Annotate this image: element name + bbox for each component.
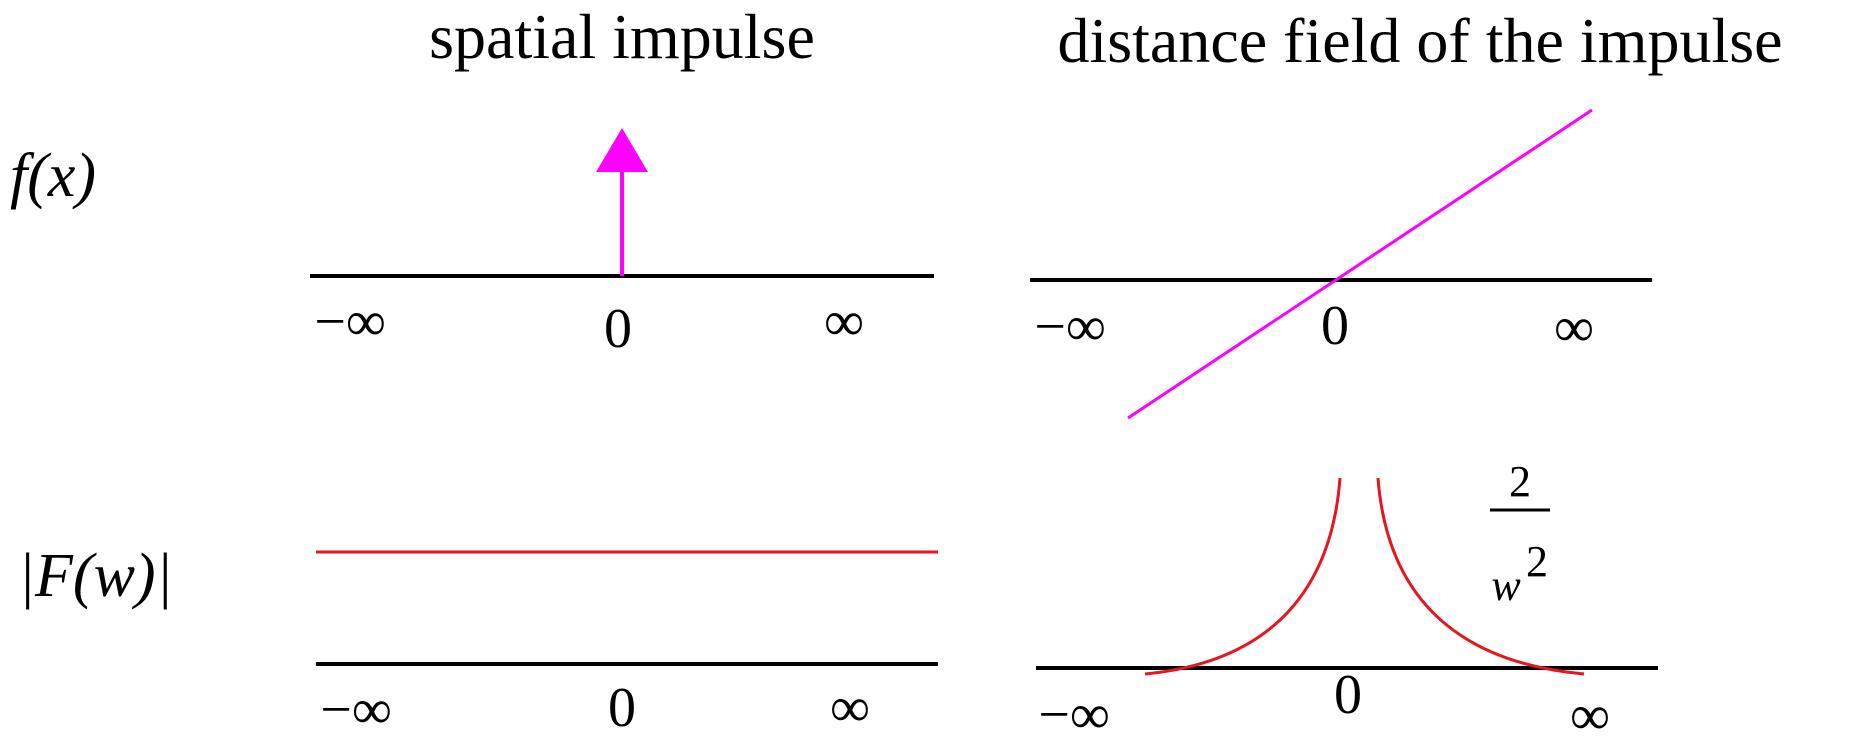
tick-zero-bottom-left: 0 — [608, 677, 636, 736]
tick-pos-inf-bottom-left: ∞ — [830, 677, 870, 736]
tick-pos-inf-top-left: ∞ — [824, 291, 864, 353]
spectrum-curve-left — [1144, 477, 1342, 676]
formula-numerator: 2 — [1509, 457, 1531, 506]
spectrum-curve-right — [1376, 477, 1585, 676]
row-label-Fw: |F(w)| — [18, 542, 173, 610]
tick-neg-inf-bottom-right: −∞ — [1038, 684, 1110, 736]
impulse-arrowhead — [596, 128, 648, 172]
formula-denominator: w — [1491, 561, 1521, 610]
tick-neg-inf-top-left: −∞ — [314, 291, 386, 353]
tick-pos-inf-bottom-right: ∞ — [1570, 685, 1610, 736]
row-label-fx: f(x) — [10, 142, 96, 210]
title-spatial-impulse: spatial impulse — [429, 1, 815, 72]
tick-neg-inf-top-right: −∞ — [1034, 296, 1106, 358]
distance-field-line — [1127, 108, 1593, 420]
formula-exponent: 2 — [1526, 537, 1548, 586]
tick-zero-bottom-right: 0 — [1334, 664, 1362, 726]
tick-zero-top-left: 0 — [604, 298, 632, 360]
tick-pos-inf-top-right: ∞ — [1554, 297, 1594, 359]
tick-neg-inf-bottom-left: −∞ — [320, 679, 392, 736]
tick-zero-top-right: 0 — [1321, 295, 1349, 357]
title-distance-field: distance field of the impulse — [1057, 5, 1782, 76]
